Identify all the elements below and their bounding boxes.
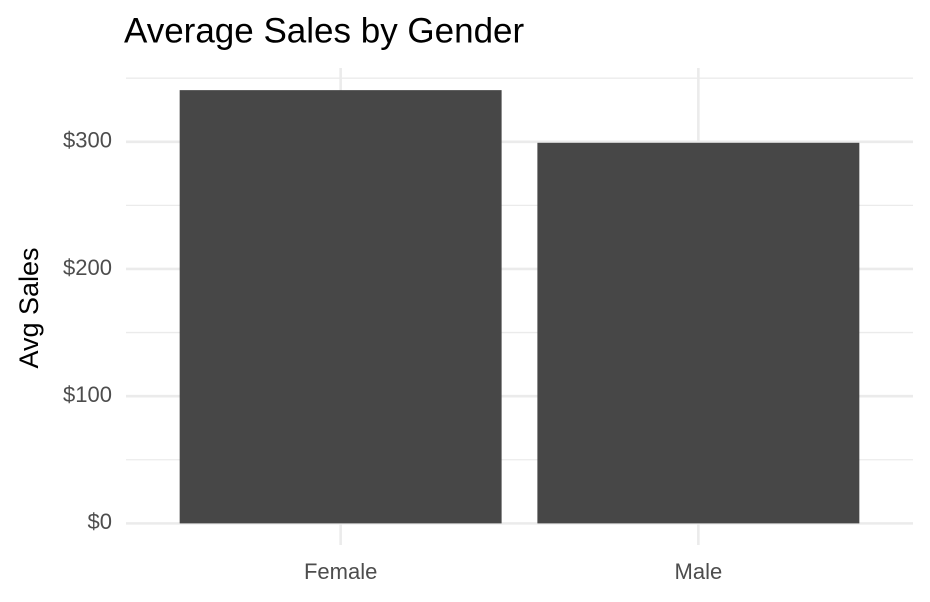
chart-title: Average Sales by Gender (124, 11, 525, 50)
bar (537, 142, 860, 524)
x-tick-label: Female (304, 559, 377, 584)
x-tick-label: Male (675, 559, 723, 584)
y-tick-label: $200 (63, 255, 112, 280)
y-tick-label: $0 (88, 509, 112, 534)
y-axis-label: Avg Sales (14, 247, 44, 368)
y-tick-label: $100 (63, 382, 112, 407)
y-tick-label: $300 (63, 128, 112, 153)
bar (179, 90, 502, 524)
